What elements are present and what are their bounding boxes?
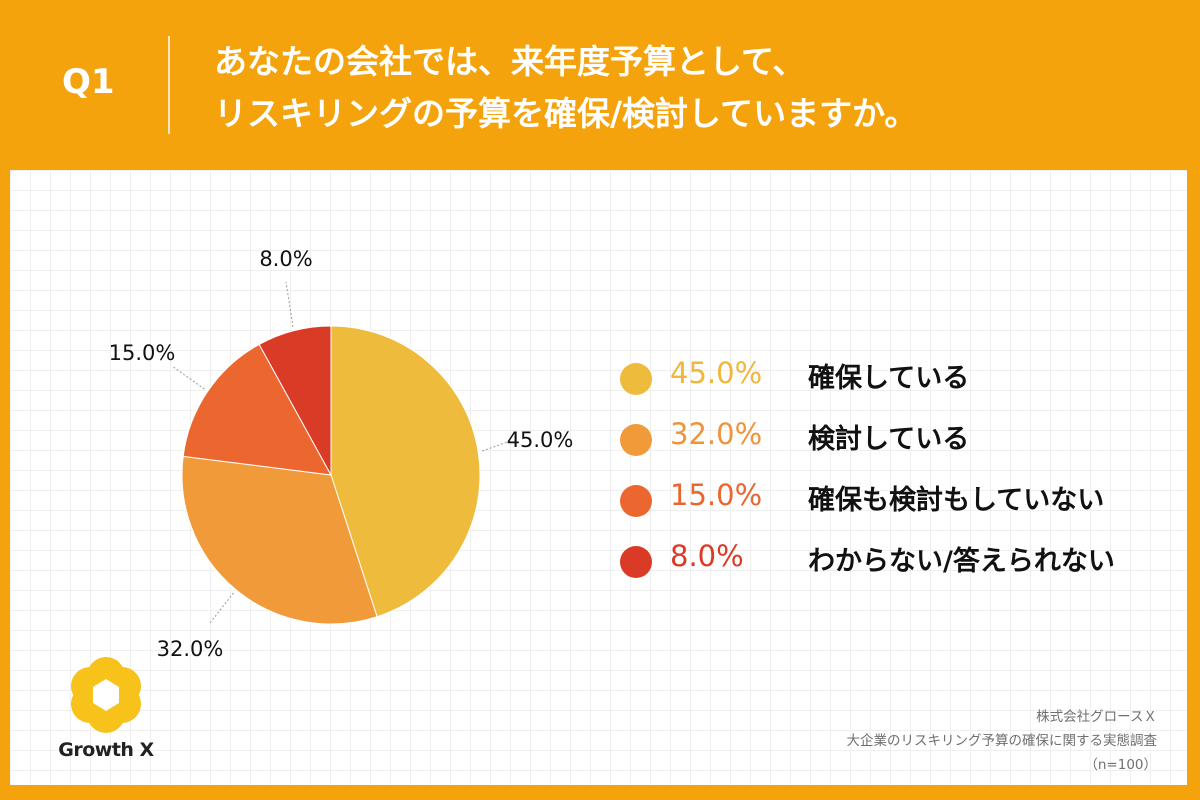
page-title: あなたの会社では、来年度予算として、 リスキリングの予算を確保/検討していますか… <box>214 36 917 140</box>
pie-data-label: 8.0% <box>259 247 312 271</box>
legend-label: 確保も検討もしていない <box>808 485 1105 516</box>
pie-slice <box>181 455 378 625</box>
legend-percent: 15.0% <box>670 478 763 512</box>
legend-dot-icon <box>620 424 652 456</box>
pie-data-label: 32.0% <box>157 637 224 661</box>
pie-data-label: 45.0% <box>507 428 574 452</box>
legend-dot-icon <box>620 546 652 578</box>
header-divider <box>168 36 170 134</box>
pie-chart: 45.0% 32.0% 15.0% 8.0% <box>109 247 574 661</box>
legend-label: 検討している <box>808 424 970 455</box>
source-note: 株式会社グロースＸ 大企業のリスキリング予算の確保に関する実態調査 （n=100… <box>847 705 1158 777</box>
legend-dot-icon <box>620 485 652 517</box>
source-company: 株式会社グロースＸ <box>1036 709 1157 725</box>
leader-line <box>171 365 205 390</box>
logo-icon <box>71 657 141 733</box>
pie-slice <box>330 325 481 618</box>
chart-panel: 45.0% 32.0% 15.0% 8.0% 45.0% 確保している 32.0% 検… <box>10 170 1187 785</box>
pie-slice <box>182 343 332 476</box>
source-survey: 大企業のリスキリング予算の確保に関する実態調査 <box>846 733 1158 749</box>
legend-percent: 32.0% <box>670 417 763 451</box>
leader-line <box>209 592 234 624</box>
legend-percent: 45.0% <box>670 356 763 390</box>
legend-dot-icon <box>620 363 652 395</box>
pie-data-label: 15.0% <box>109 341 176 365</box>
title-line-1: あなたの会社では、来年度予算として、 <box>214 42 806 81</box>
growthx-logo: Growth X <box>46 655 166 775</box>
legend-label: わからない/答えられない <box>808 546 1115 577</box>
question-number: Q1 <box>62 62 115 102</box>
source-sample: （n=100） <box>1084 757 1157 773</box>
leader-line <box>285 281 294 327</box>
legend-label: 確保している <box>808 363 970 394</box>
leader-line <box>481 440 511 452</box>
pie-slice <box>258 325 332 476</box>
legend-percent: 8.0% <box>670 539 744 573</box>
logo-text: Growth X <box>58 739 154 761</box>
title-line-2: リスキリングの予算を確保/検討していますか。 <box>214 94 918 133</box>
header: Q1 あなたの会社では、来年度予算として、 リスキリングの予算を確保/検討してい… <box>0 0 1200 170</box>
